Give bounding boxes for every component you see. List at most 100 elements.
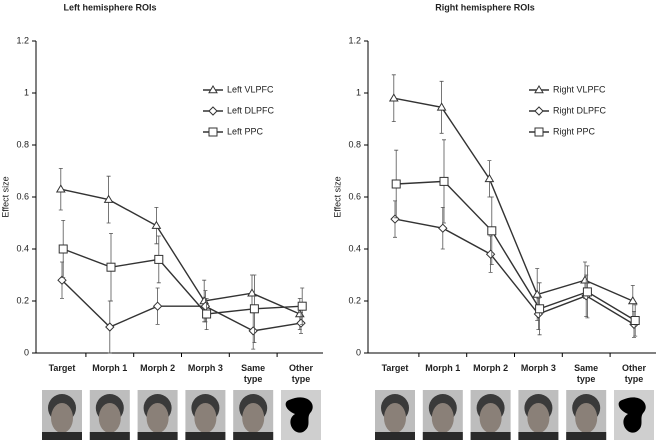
marker — [248, 326, 258, 336]
y-tick-label: 0.4 — [16, 243, 29, 253]
shirt — [42, 432, 82, 440]
marker — [582, 287, 592, 297]
stimulus-image — [470, 390, 511, 440]
legend-label: Left VLPFC — [227, 84, 274, 94]
marker — [294, 309, 305, 318]
stimulus-image — [233, 390, 274, 440]
chart-title: Left hemisphere ROIs — [63, 2, 156, 12]
y-axis-label: Effect size — [332, 176, 342, 217]
marker — [630, 316, 640, 325]
blob — [618, 397, 646, 433]
marker — [297, 301, 307, 311]
stimulus-image — [566, 390, 607, 440]
y-tick-label: 0.6 — [348, 191, 361, 201]
series-line — [62, 248, 303, 315]
marker — [208, 85, 218, 94]
series-line — [60, 188, 301, 315]
x-tick-label: Morph 3 — [520, 363, 556, 373]
marker — [485, 249, 496, 259]
x-tick-label: Morph 1 — [92, 363, 128, 373]
marker — [388, 93, 399, 102]
face — [575, 403, 598, 433]
stimulus-image — [281, 390, 321, 440]
x-tick-label: Same type — [574, 363, 599, 384]
shirt — [566, 432, 607, 440]
y-tick-label: 1 — [356, 87, 361, 97]
face — [146, 403, 169, 433]
stimulus-image — [42, 390, 82, 440]
y-tick-label: 0.8 — [16, 139, 29, 149]
y-tick-label: 0.6 — [16, 191, 29, 201]
y-tick-label: 0.8 — [348, 139, 361, 149]
stimulus-image — [137, 390, 178, 440]
marker — [247, 288, 257, 297]
marker — [208, 127, 218, 137]
x-tick-label: Morph 1 — [425, 363, 461, 373]
shirt — [518, 432, 559, 440]
shirt — [470, 432, 511, 440]
marker — [103, 194, 114, 203]
face — [194, 403, 217, 433]
marker — [57, 275, 67, 285]
marker — [106, 262, 116, 272]
series-line — [393, 97, 634, 302]
stimulus-image — [422, 390, 463, 440]
y-tick-label: 0 — [356, 347, 361, 357]
shirt — [89, 432, 130, 440]
x-tick-label: Morph 3 — [187, 363, 223, 373]
marker — [249, 304, 259, 314]
series-line — [61, 279, 302, 332]
marker — [202, 309, 212, 319]
y-tick-label: 0 — [24, 347, 29, 357]
y-tick-label: 1.2 — [348, 35, 361, 45]
stimulus-image — [614, 390, 654, 440]
marker — [154, 254, 164, 264]
marker — [390, 214, 400, 224]
marker — [534, 106, 544, 116]
x-tick-label: Morph 2 — [140, 363, 176, 373]
y-tick-label: 1.2 — [16, 35, 29, 45]
face — [51, 403, 73, 433]
legend-label: Right VLPFC — [553, 84, 606, 94]
legend-label: Left PPC — [227, 126, 264, 136]
x-tick-label: Target — [48, 363, 76, 373]
shirt — [137, 432, 178, 440]
marker — [534, 127, 544, 137]
legend-label: Right DLPFC — [553, 105, 607, 115]
stimulus-image — [375, 390, 415, 440]
face — [479, 403, 502, 433]
marker — [391, 179, 401, 189]
stimulus-image — [89, 390, 130, 440]
marker — [484, 173, 495, 183]
face — [98, 403, 121, 433]
x-tick-label: Same type — [241, 363, 266, 384]
marker — [55, 184, 66, 193]
marker — [58, 244, 68, 254]
marker — [152, 301, 163, 311]
x-tick-label: Other type — [288, 363, 313, 384]
series-line — [396, 180, 636, 322]
marker — [105, 322, 115, 332]
shirt — [422, 432, 463, 440]
marker — [627, 296, 638, 305]
series-line — [394, 218, 635, 326]
marker — [534, 85, 544, 94]
marker — [208, 106, 218, 116]
marker — [151, 220, 162, 229]
y-tick-label: 0.4 — [348, 243, 361, 253]
face — [431, 403, 454, 433]
face — [527, 403, 550, 433]
chart-title: Right hemisphere ROIs — [435, 2, 535, 12]
marker — [535, 304, 545, 314]
marker — [439, 176, 449, 186]
y-tick-label: 0.2 — [16, 295, 29, 305]
stimulus-image — [518, 390, 559, 440]
face — [384, 403, 406, 433]
legend-label: Right PPC — [553, 126, 596, 136]
marker — [438, 223, 448, 233]
x-tick-label: Morph 2 — [473, 363, 509, 373]
blob — [285, 397, 313, 433]
y-tick-label: 1 — [24, 87, 29, 97]
marker — [487, 226, 497, 236]
